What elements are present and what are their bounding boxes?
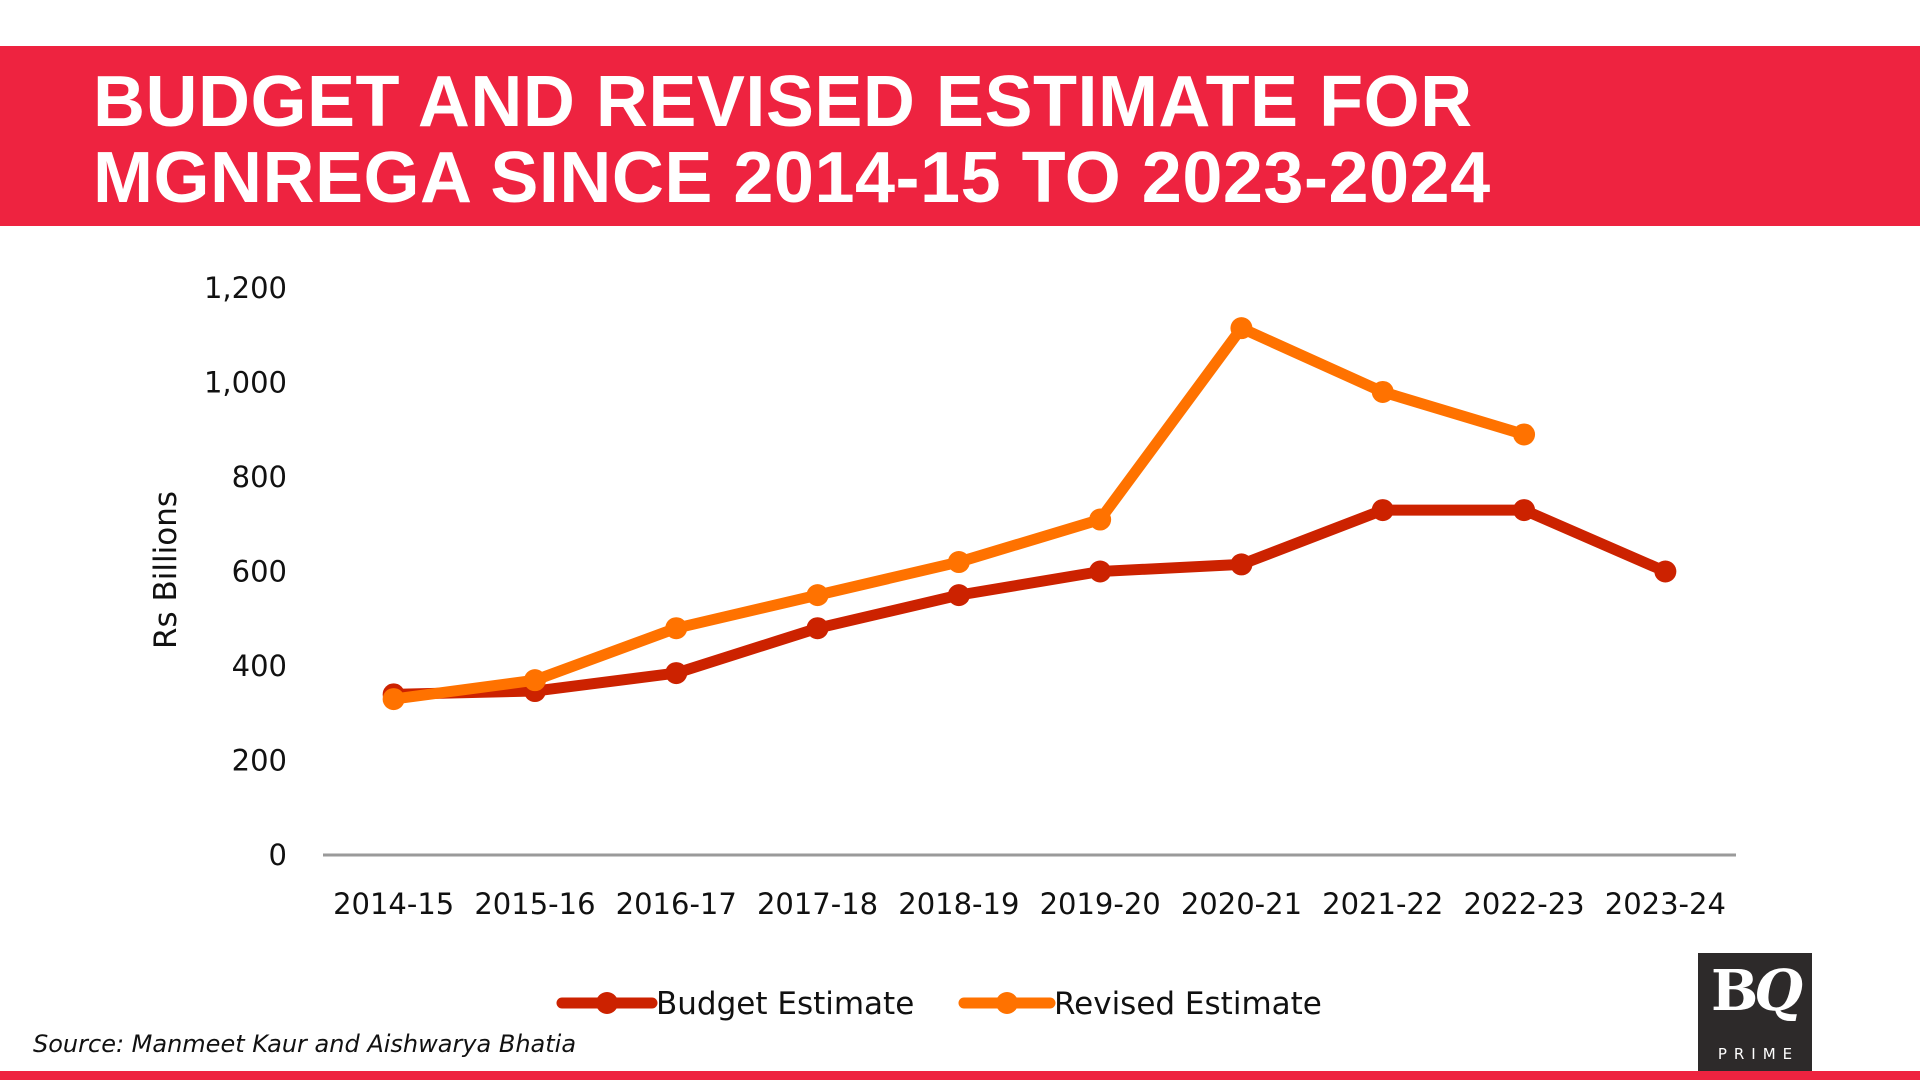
x-tick-label: 2022-23 xyxy=(1463,887,1584,921)
x-tick-label: 2017-18 xyxy=(757,887,878,921)
data-point-revised-estimate xyxy=(806,584,829,607)
data-point-revised-estimate xyxy=(665,617,688,640)
x-tick-label: 2019-20 xyxy=(1040,887,1161,921)
series-line-budget-estimate xyxy=(388,504,1671,700)
data-point-budget-estimate xyxy=(806,617,829,640)
legend: Budget Estimate Revised Estimate xyxy=(556,986,1322,1022)
y-tick-label: 800 xyxy=(232,460,287,494)
legend-item-revised-estimate: Revised Estimate xyxy=(958,986,1322,1022)
series-line-revised-estimate xyxy=(388,322,1530,705)
legend-item-budget-estimate: Budget Estimate xyxy=(556,986,914,1022)
y-tick-label: 0 xyxy=(269,838,287,872)
x-tick-label: 2014-15 xyxy=(333,887,454,921)
data-point-budget-estimate xyxy=(1513,499,1536,522)
chart-title-line-1: BUDGET AND REVISED ESTIMATE FOR xyxy=(93,62,1473,142)
legend-swatch-marker xyxy=(596,992,618,1014)
data-point-revised-estimate xyxy=(947,551,970,574)
data-point-budget-estimate xyxy=(1230,553,1253,576)
data-point-budget-estimate xyxy=(1371,499,1394,522)
data-point-budget-estimate xyxy=(947,584,970,607)
data-point-budget-estimate xyxy=(1654,560,1677,583)
data-point-budget-estimate xyxy=(665,662,688,685)
data-point-revised-estimate xyxy=(523,669,546,692)
x-tick-label: 2016-17 xyxy=(616,887,737,921)
logo-mark: BQ xyxy=(1698,961,1812,1021)
source-note: Source: Manmeet Kaur and Aishwarya Bhati… xyxy=(33,1030,577,1058)
y-tick-label: 600 xyxy=(232,555,287,589)
logo-subtitle: PRIME xyxy=(1717,1045,1800,1063)
y-tick-label: 1,000 xyxy=(204,366,287,400)
series-layer xyxy=(382,317,1677,711)
x-axis-ticks: 2014-15 2015-16 2016-17 2017-18 2018-19 2019-… xyxy=(333,887,1726,921)
legend-label: Revised Estimate xyxy=(1054,986,1322,1022)
x-tick-label: 2018-19 xyxy=(898,887,1019,921)
y-tick-label: 400 xyxy=(232,649,287,683)
logo-letter-b: B xyxy=(1710,958,1758,1024)
y-tick-label: 1,200 xyxy=(204,271,287,305)
logo-letter-q: Q xyxy=(1754,958,1803,1024)
x-tick-label: 2015-16 xyxy=(474,887,595,921)
series-budget-estimate xyxy=(382,499,1677,706)
data-point-budget-estimate xyxy=(1089,560,1112,583)
bq-prime-logo: BQ PRIME xyxy=(1698,953,1812,1071)
y-axis-ticks: 0 200 400 600 800 1,000 1,200 xyxy=(204,271,287,872)
data-point-revised-estimate xyxy=(1230,317,1253,340)
title-band: BUDGET AND REVISED ESTIMATE FOR MGNREGA … xyxy=(0,46,1920,226)
bottom-accent-bar xyxy=(0,1071,1920,1080)
x-tick-label: 2021-22 xyxy=(1322,887,1443,921)
x-tick-label: 2023-24 xyxy=(1605,887,1726,921)
legend-label: Budget Estimate xyxy=(656,986,914,1022)
data-point-revised-estimate xyxy=(1089,508,1112,531)
data-point-revised-estimate xyxy=(1513,423,1536,446)
x-tick-label: 2020-21 xyxy=(1181,887,1302,921)
chart-title-line-2: MGNREGA SINCE 2014-15 TO 2023-2024 xyxy=(93,138,1491,218)
y-tick-label: 200 xyxy=(232,744,287,778)
y-axis-title: Rs Billions xyxy=(148,491,184,649)
data-point-revised-estimate xyxy=(382,688,405,711)
data-point-revised-estimate xyxy=(1371,380,1394,403)
series-revised-estimate xyxy=(382,317,1536,711)
legend-swatch-marker xyxy=(996,992,1018,1014)
